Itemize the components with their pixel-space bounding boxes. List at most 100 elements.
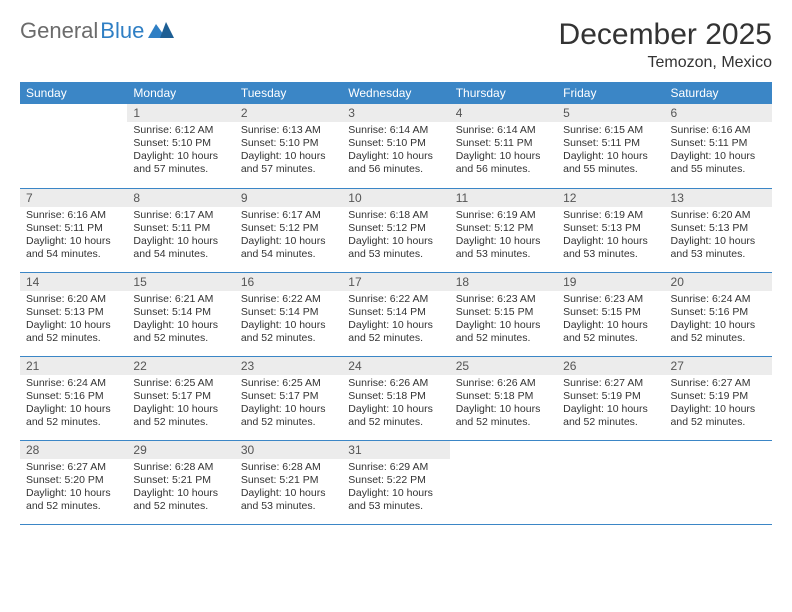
calendar-cell: 17 Sunrise: 6:22 AMSunset: 5:14 PMDayligh… bbox=[342, 272, 449, 356]
sunset-text: Sunset: 5:13 PM bbox=[26, 306, 121, 319]
sunrise-text: Sunrise: 6:25 AM bbox=[241, 377, 336, 390]
sunset-text: Sunset: 5:14 PM bbox=[133, 306, 228, 319]
sunset-text: Sunset: 5:12 PM bbox=[456, 222, 551, 235]
day-details: Sunrise: 6:25 AMSunset: 5:17 PMDaylight:… bbox=[127, 375, 234, 434]
calendar-cell: 12Sunrise: 6:19 AMSunset: 5:13 PMDayligh… bbox=[557, 188, 664, 272]
day-details: Sunrise: 6:25 AMSunset: 5:17 PMDaylight:… bbox=[235, 375, 342, 434]
calendar-cell: 22Sunrise: 6:25 AMSunset: 5:17 PMDayligh… bbox=[127, 356, 234, 440]
calendar-cell: 31Sunrise: 6:29 AMSunset: 5:22 PMDayligh… bbox=[342, 440, 449, 524]
sunrise-text: Sunrise: 6:17 AM bbox=[133, 209, 228, 222]
daylight-text: Daylight: 10 hours and 54 minutes. bbox=[133, 235, 228, 261]
weekday-head: Tuesday bbox=[235, 82, 342, 104]
day-details: Sunrise: 6:28 AMSunset: 5:21 PMDaylight:… bbox=[127, 459, 234, 518]
calendar-cell: 7Sunrise: 6:16 AMSunset: 5:11 PMDaylight… bbox=[20, 188, 127, 272]
day-number: 6 bbox=[665, 104, 772, 122]
sunset-text: Sunset: 5:17 PM bbox=[241, 390, 336, 403]
sunset-text: Sunset: 5:13 PM bbox=[671, 222, 766, 235]
day-number: 25 bbox=[450, 357, 557, 375]
calendar-cell: 27Sunrise: 6:27 AMSunset: 5:19 PMDayligh… bbox=[665, 356, 772, 440]
daylight-text: Daylight: 10 hours and 55 minutes. bbox=[563, 150, 658, 176]
day-details: Sunrise: 6:16 AMSunset: 5:11 PMDaylight:… bbox=[665, 122, 772, 181]
calendar-cell: 26Sunrise: 6:27 AMSunset: 5:19 PMDayligh… bbox=[557, 356, 664, 440]
day-details: Sunrise: 6:23 AMSunset: 5:15 PMDaylight:… bbox=[557, 291, 664, 350]
sunrise-text: Sunrise: 6:28 AM bbox=[241, 461, 336, 474]
page-subtitle: Temozon, Mexico bbox=[559, 54, 772, 72]
sunset-text: Sunset: 5:19 PM bbox=[671, 390, 766, 403]
sunrise-text: Sunrise: 6:14 AM bbox=[456, 124, 551, 137]
sunrise-text: Sunrise: 6:27 AM bbox=[26, 461, 121, 474]
calendar-cell: 10Sunrise: 6:18 AMSunset: 5:12 PMDayligh… bbox=[342, 188, 449, 272]
page-header: GeneralBlue December 2025 Temozon, Mexic… bbox=[20, 18, 772, 72]
day-number: 20 bbox=[665, 273, 772, 291]
weekday-head: Monday bbox=[127, 82, 234, 104]
daylight-text: Daylight: 10 hours and 53 minutes. bbox=[563, 235, 658, 261]
calendar-cell: 28 Sunrise: 6:27 AMSunset: 5:20 PMDayligh… bbox=[20, 440, 127, 524]
sunrise-text: Sunrise: 6:16 AM bbox=[26, 209, 121, 222]
day-number: 28 bbox=[20, 441, 127, 459]
calendar-cell: 21Sunrise: 6:24 AMSunset: 5:16 PMDayligh… bbox=[20, 356, 127, 440]
day-number: 12 bbox=[557, 189, 664, 207]
day-number: 17 bbox=[342, 273, 449, 291]
daylight-text: Daylight: 10 hours and 52 minutes. bbox=[348, 403, 443, 429]
day-details: Sunrise: 6:19 AMSunset: 5:13 PMDaylight:… bbox=[557, 207, 664, 266]
calendar-cell: 15Sunrise: 6:21 AMSunset: 5:14 PMDayligh… bbox=[127, 272, 234, 356]
daylight-text: Daylight: 10 hours and 57 minutes. bbox=[241, 150, 336, 176]
sunrise-text: Sunrise: 6:13 AM bbox=[241, 124, 336, 137]
day-number: 14 bbox=[20, 273, 127, 291]
day-number: 5 bbox=[557, 104, 664, 122]
day-number: 31 bbox=[342, 441, 449, 459]
sunrise-text: Sunrise: 6:23 AM bbox=[563, 293, 658, 306]
calendar-cell: 14Sunrise: 6:20 AMSunset: 5:13 PMDayligh… bbox=[20, 272, 127, 356]
day-number: 11 bbox=[450, 189, 557, 207]
daylight-text: Daylight: 10 hours and 52 minutes. bbox=[241, 319, 336, 345]
calendar-cell bbox=[450, 440, 557, 524]
day-details: Sunrise: 6:13 AMSunset: 5:10 PMDaylight:… bbox=[235, 122, 342, 181]
calendar-cell bbox=[557, 440, 664, 524]
sunset-text: Sunset: 5:14 PM bbox=[241, 306, 336, 319]
day-details: Sunrise: 6:26 AMSunset: 5:18 PMDaylight:… bbox=[342, 375, 449, 434]
sunrise-text: Sunrise: 6:21 AM bbox=[133, 293, 228, 306]
sunrise-text: Sunrise: 6:22 AM bbox=[348, 293, 443, 306]
sunset-text: Sunset: 5:14 PM bbox=[348, 306, 443, 319]
calendar-cell: 9Sunrise: 6:17 AMSunset: 5:12 PMDaylight… bbox=[235, 188, 342, 272]
sunset-text: Sunset: 5:11 PM bbox=[456, 137, 551, 150]
day-details: Sunrise: 6:27 AMSunset: 5:19 PMDaylight:… bbox=[557, 375, 664, 434]
day-number: 21 bbox=[20, 357, 127, 375]
sunset-text: Sunset: 5:21 PM bbox=[241, 474, 336, 487]
day-details: Sunrise: 6:27 AMSunset: 5:19 PMDaylight:… bbox=[665, 375, 772, 434]
sunrise-text: Sunrise: 6:26 AM bbox=[456, 377, 551, 390]
sunset-text: Sunset: 5:10 PM bbox=[241, 137, 336, 150]
calendar-cell: 23Sunrise: 6:25 AMSunset: 5:17 PMDayligh… bbox=[235, 356, 342, 440]
day-number: 7 bbox=[20, 189, 127, 207]
day-details: Sunrise: 6:17 AMSunset: 5:12 PMDaylight:… bbox=[235, 207, 342, 266]
day-details: Sunrise: 6:24 AMSunset: 5:16 PMDaylight:… bbox=[20, 375, 127, 434]
day-number: 10 bbox=[342, 189, 449, 207]
day-details: Sunrise: 6:26 AMSunset: 5:18 PMDaylight:… bbox=[450, 375, 557, 434]
weekday-head: Friday bbox=[557, 82, 664, 104]
calendar-cell: 6Sunrise: 6:16 AMSunset: 5:11 PMDaylight… bbox=[665, 104, 772, 188]
calendar-cell: 3Sunrise: 6:14 AMSunset: 5:10 PMDaylight… bbox=[342, 104, 449, 188]
day-number: 27 bbox=[665, 357, 772, 375]
title-block: December 2025 Temozon, Mexico bbox=[559, 18, 772, 72]
sunset-text: Sunset: 5:21 PM bbox=[133, 474, 228, 487]
sunrise-text: Sunrise: 6:17 AM bbox=[241, 209, 336, 222]
day-number: 29 bbox=[127, 441, 234, 459]
day-details: Sunrise: 6:24 AMSunset: 5:16 PMDaylight:… bbox=[665, 291, 772, 350]
day-number: 23 bbox=[235, 357, 342, 375]
day-number: 22 bbox=[127, 357, 234, 375]
daylight-text: Daylight: 10 hours and 52 minutes. bbox=[26, 487, 121, 513]
daylight-text: Daylight: 10 hours and 52 minutes. bbox=[456, 319, 551, 345]
sunset-text: Sunset: 5:20 PM bbox=[26, 474, 121, 487]
calendar-table: Sunday Monday Tuesday Wednesday Thursday… bbox=[20, 82, 772, 525]
day-number: 18 bbox=[450, 273, 557, 291]
sunrise-text: Sunrise: 6:15 AM bbox=[563, 124, 658, 137]
day-number: 30 bbox=[235, 441, 342, 459]
sunset-text: Sunset: 5:11 PM bbox=[133, 222, 228, 235]
day-number: 1 bbox=[127, 104, 234, 122]
sunset-text: Sunset: 5:22 PM bbox=[348, 474, 443, 487]
sunrise-text: Sunrise: 6:16 AM bbox=[671, 124, 766, 137]
daylight-text: Daylight: 10 hours and 52 minutes. bbox=[348, 319, 443, 345]
daylight-text: Daylight: 10 hours and 54 minutes. bbox=[241, 235, 336, 261]
daylight-text: Daylight: 10 hours and 52 minutes. bbox=[563, 403, 658, 429]
sunrise-text: Sunrise: 6:25 AM bbox=[133, 377, 228, 390]
